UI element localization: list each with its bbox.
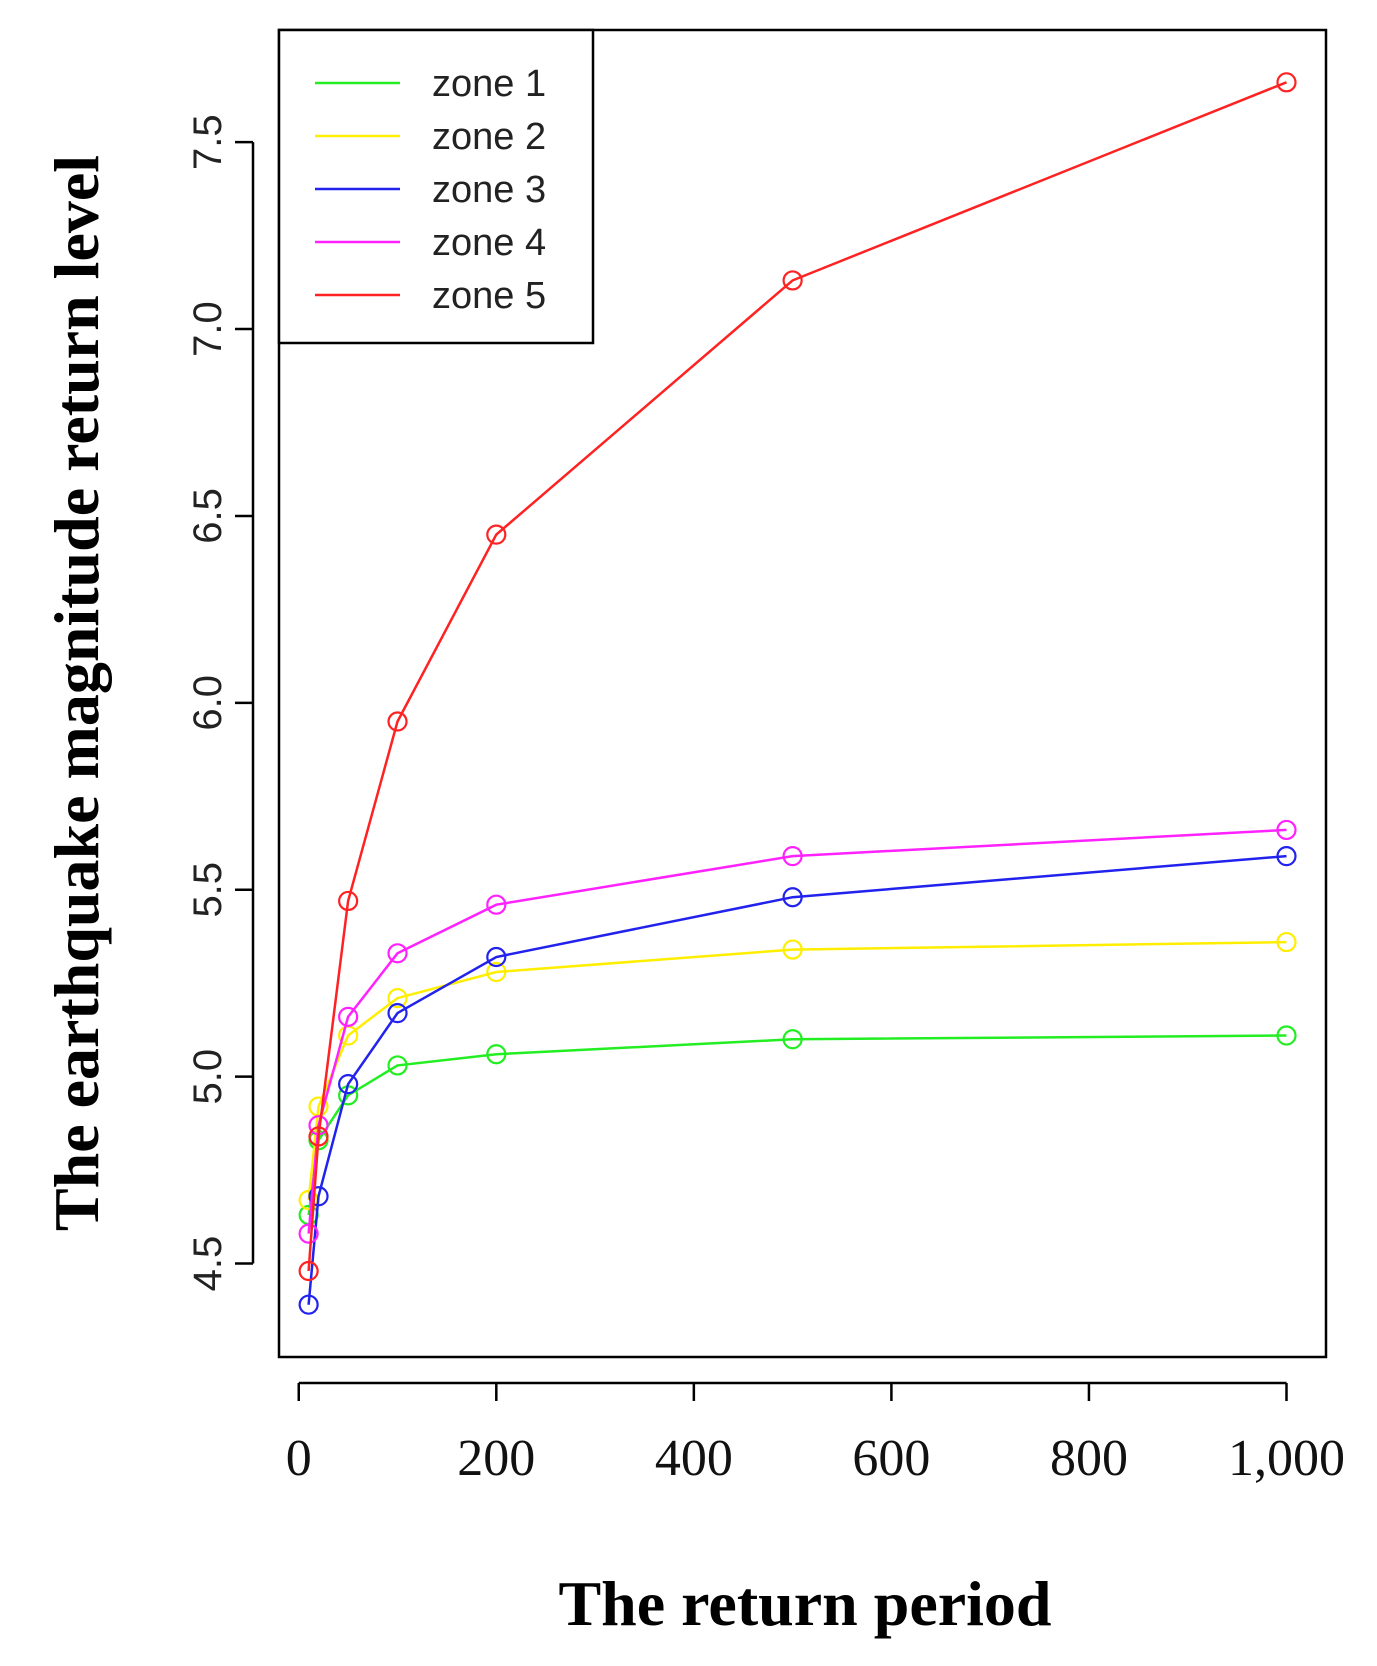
x-axis: 0 200 400 600 800 1,000 <box>286 1381 1345 1487</box>
series-zone-4 <box>298 819 1297 1244</box>
data-point-zone-4 <box>782 846 803 867</box>
x-tick-label: 800 <box>1050 1430 1128 1487</box>
series-zone-1 <box>298 1025 1297 1226</box>
legend: zone 1 zone 2 zone 3 zone 4 zone 5 <box>277 28 595 345</box>
series-line-zone-5 <box>307 81 1287 1272</box>
y-tick-label: 5.0 <box>186 1049 230 1105</box>
data-point-zone-3 <box>308 1186 329 1207</box>
data-point-zone-4 <box>298 1223 319 1244</box>
series-zone-5 <box>298 72 1297 1282</box>
data-point-zone-3 <box>338 1074 359 1095</box>
series-zone-3 <box>298 846 1297 1315</box>
data-point-zone-3 <box>298 1294 319 1315</box>
data-point-zone-3 <box>387 1003 408 1024</box>
plot-frame <box>277 28 1328 1359</box>
data-point-zone-5 <box>1276 72 1297 93</box>
data-point-zone-2 <box>486 961 507 983</box>
data-point-zone-1 <box>1276 1025 1297 1046</box>
x-axis-title: The return period <box>558 1568 1051 1639</box>
y-tick-label: 6.5 <box>186 488 230 544</box>
data-point-zone-4 <box>486 894 507 915</box>
series-zone-2 <box>298 931 1297 1211</box>
data-point-zone-3 <box>782 887 803 908</box>
data-point-zone-5 <box>298 1260 319 1282</box>
y-axis-title: The earthquake magnitude return level <box>41 155 112 1231</box>
data-point-zone-4 <box>1276 819 1297 841</box>
data-point-zone-1 <box>387 1055 408 1076</box>
y-tick-label: 6.0 <box>186 675 230 731</box>
data-point-zone-5 <box>338 890 359 912</box>
series-layer <box>298 72 1297 1315</box>
data-point-zone-5 <box>387 711 408 732</box>
series-line-zone-4 <box>307 828 1287 1234</box>
data-point-zone-2 <box>1276 931 1297 953</box>
x-tick-label: 1,000 <box>1228 1430 1345 1487</box>
data-point-zone-1 <box>782 1029 803 1050</box>
data-point-zone-1 <box>486 1044 507 1065</box>
data-point-zone-4 <box>338 1006 359 1027</box>
legend-label: zone 5 <box>432 275 546 317</box>
data-point-zone-2 <box>782 939 803 960</box>
legend-label: zone 4 <box>432 222 546 264</box>
y-axis: 4.5 5.0 5.5 6.0 6.5 7.0 7.5 <box>186 114 255 1292</box>
y-tick-label: 7.5 <box>186 114 230 170</box>
x-tick-label: 200 <box>457 1430 535 1487</box>
series-line-zone-1 <box>307 1034 1287 1216</box>
data-point-zone-5 <box>308 1126 329 1147</box>
series-line-zone-2 <box>307 940 1287 1201</box>
x-tick-label: 400 <box>655 1430 733 1487</box>
y-tick-label: 7.0 <box>186 301 230 357</box>
y-tick-label: 4.5 <box>186 1236 230 1292</box>
legend-label: zone 3 <box>432 169 546 211</box>
data-point-zone-2 <box>387 988 408 1009</box>
data-point-zone-5 <box>782 270 803 291</box>
series-line-zone-3 <box>307 854 1287 1305</box>
data-point-zone-3 <box>1276 846 1297 867</box>
data-point-zone-5 <box>486 524 507 545</box>
data-point-zone-3 <box>486 946 507 968</box>
legend-label: zone 2 <box>432 116 546 158</box>
legend-label: zone 1 <box>432 63 546 105</box>
data-point-zone-4 <box>387 943 408 964</box>
x-tick-label: 600 <box>852 1430 930 1487</box>
x-tick-label: 0 <box>286 1430 312 1487</box>
y-tick-label: 5.5 <box>186 862 230 918</box>
